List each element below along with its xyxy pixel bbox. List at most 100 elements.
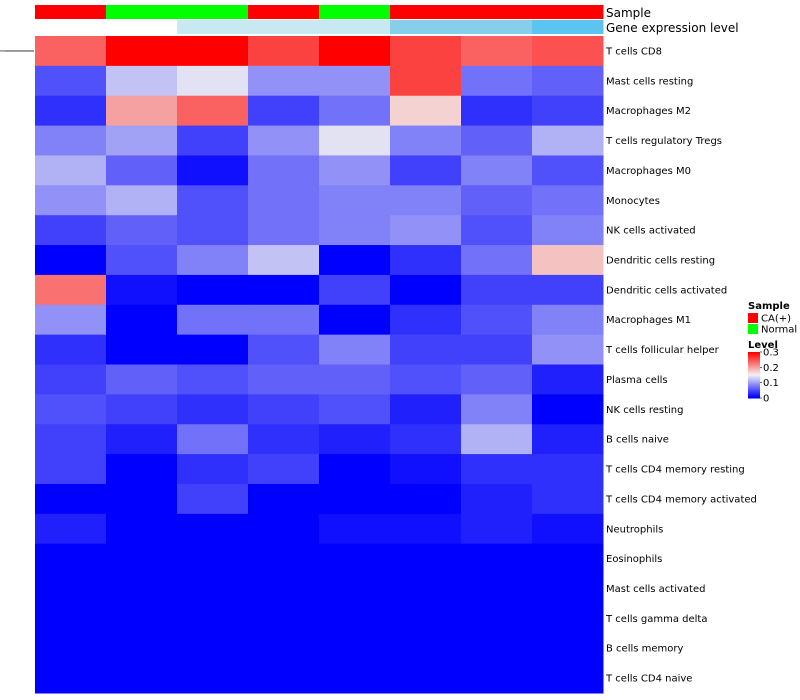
heatmap-cell-r16-c1 [106, 513, 178, 545]
legend-colorbar-step [748, 363, 760, 366]
annotation-cell-sample-1 [106, 5, 178, 19]
heatmap-cell-r11-c7 [532, 364, 604, 395]
legend-colorbar-step [748, 384, 760, 386]
row-label-20: B cells memory [606, 644, 683, 655]
heatmap-cell-r16-c3 [248, 513, 320, 545]
heatmap-cell-r20-c3 [248, 633, 320, 664]
heatmap-cell-r20-c4 [319, 633, 391, 664]
legend-colorbar-step [748, 372, 760, 375]
legend-colorbar-step [748, 389, 760, 392]
heatmap-cell-r6-c1 [106, 215, 178, 246]
heatmap-cell-r19-c3 [248, 603, 320, 634]
heatmap-cell-r14-c6 [461, 454, 533, 485]
row-label-14: T cells CD4 memory resting [605, 465, 745, 476]
heatmap-cell-r20-c6 [461, 633, 533, 664]
row-label-15: T cells CD4 memory activated [605, 494, 757, 505]
row-label-13: B cells naive [606, 435, 669, 446]
legend-colorbar-step [748, 364, 760, 367]
heatmap-cell-r14-c0 [35, 454, 107, 485]
annotation-cell-expression-4 [319, 20, 391, 34]
legend-colorbar-step [748, 388, 760, 391]
heatmap-cell-r19-c5 [390, 603, 462, 634]
annotation-cell-expression-1 [106, 20, 178, 34]
heatmap-cell-r9-c0 [35, 304, 107, 336]
heatmap-cell-r13-c0 [35, 424, 107, 455]
heatmap-cell-r20-c7 [532, 633, 604, 664]
heatmap-cell-r20-c1 [106, 633, 178, 664]
row-label-21: T cells CD4 naive [605, 674, 692, 685]
legend-swatch-0 [748, 313, 758, 323]
heatmap-cell-r8-c7 [532, 274, 604, 306]
annotation-cell-expression-0 [35, 20, 107, 34]
legend-colorbar-step [748, 394, 760, 397]
heatmap-cell-r16-c0 [35, 513, 107, 545]
heatmap-cell-r11-c6 [461, 364, 533, 395]
heatmap-cell-r3-c1 [106, 125, 178, 156]
heatmap-cell-r15-c1 [106, 483, 178, 515]
legend-tick-2: 0.1 [763, 378, 779, 389]
heatmap-cell-r7-c3 [248, 245, 320, 276]
heatmap-cell-r10-c3 [248, 334, 320, 365]
heatmap-cell-r4-c4 [319, 155, 391, 186]
legend-colorbar-step [748, 356, 760, 359]
legend-colorbar-step [748, 378, 760, 381]
heatmap-cell-r3-c0 [35, 125, 107, 156]
heatmap-cell-r3-c4 [319, 125, 391, 156]
legend-tick-3: 0 [763, 394, 769, 405]
heatmap-cell-r13-c5 [390, 424, 462, 455]
heatmap-cell-r13-c3 [248, 424, 320, 455]
legend-entry-0: CA(+) [761, 314, 791, 325]
heatmap-cell-r15-c2 [177, 483, 249, 515]
heatmap-cell-r13-c2 [177, 424, 249, 455]
heatmap-cell-r5-c7 [532, 185, 604, 216]
heatmap-cell-r18-c7 [532, 573, 604, 604]
heatmap-cell-r15-c3 [248, 483, 320, 515]
legend-tick-0: 0.3 [763, 348, 779, 359]
heatmap-cell-r10-c2 [177, 334, 249, 365]
annotation-cell-sample-6 [461, 5, 533, 19]
legend-colorbar-step [748, 370, 760, 373]
heatmap-cell-r14-c4 [319, 454, 391, 485]
heatmap-cell-r7-c7 [532, 245, 604, 276]
heatmap-cell-r2-c3 [248, 95, 320, 127]
heatmap-cell-r10-c4 [319, 334, 391, 365]
heatmap-cell-r21-c2 [177, 663, 249, 694]
row-label-19: T cells gamma delta [605, 614, 707, 625]
heatmap-cell-r2-c1 [106, 95, 178, 127]
heatmap-cell-r11-c3 [248, 364, 320, 395]
heatmap-cell-r14-c1 [106, 454, 178, 485]
heatmap-cell-r19-c4 [319, 603, 391, 634]
legend-swatch-1 [748, 324, 758, 334]
annotation-label-1: Gene expression level [606, 21, 739, 35]
heatmap-cell-r19-c2 [177, 603, 249, 634]
heatmap-cell-r1-c2 [177, 65, 249, 97]
heatmap-cell-r12-c7 [532, 394, 604, 425]
heatmap-cell-r21-c7 [532, 663, 604, 694]
row-label-10: T cells follicular helper [605, 345, 720, 356]
heatmap-cell-r18-c0 [35, 573, 107, 604]
row-label-11: Plasma cells [606, 375, 668, 386]
legend-colorbar-step [748, 360, 760, 362]
heatmap-cells [35, 36, 604, 694]
heatmap-cell-r8-c2 [177, 274, 249, 306]
legend-colorbar-step [748, 368, 760, 370]
annotation-cell-expression-2 [177, 20, 249, 34]
heatmap-cell-r7-c5 [390, 245, 462, 276]
heatmap-cell-r21-c0 [35, 663, 107, 694]
heatmap-cell-r0-c3 [248, 36, 320, 67]
heatmap-cell-r13-c7 [532, 424, 604, 455]
heatmap-cell-r15-c5 [390, 483, 462, 515]
heatmap-cell-r1-c3 [248, 65, 320, 97]
heatmap-cell-r8-c4 [319, 274, 391, 306]
heatmap-cell-r17-c6 [461, 543, 533, 575]
heatmap-cell-r1-c6 [461, 65, 533, 97]
legend-colorbar-step [748, 379, 760, 382]
heatmap-cell-r2-c2 [177, 95, 249, 127]
heatmap-cell-r15-c7 [532, 483, 604, 515]
heatmap-cell-r14-c2 [177, 454, 249, 485]
heatmap-cell-r13-c4 [319, 424, 391, 455]
heatmap-cell-r6-c6 [461, 215, 533, 246]
heatmap-cell-r7-c6 [461, 245, 533, 276]
heatmap-cell-r9-c6 [461, 304, 533, 336]
heatmap-cell-r3-c3 [248, 125, 320, 156]
